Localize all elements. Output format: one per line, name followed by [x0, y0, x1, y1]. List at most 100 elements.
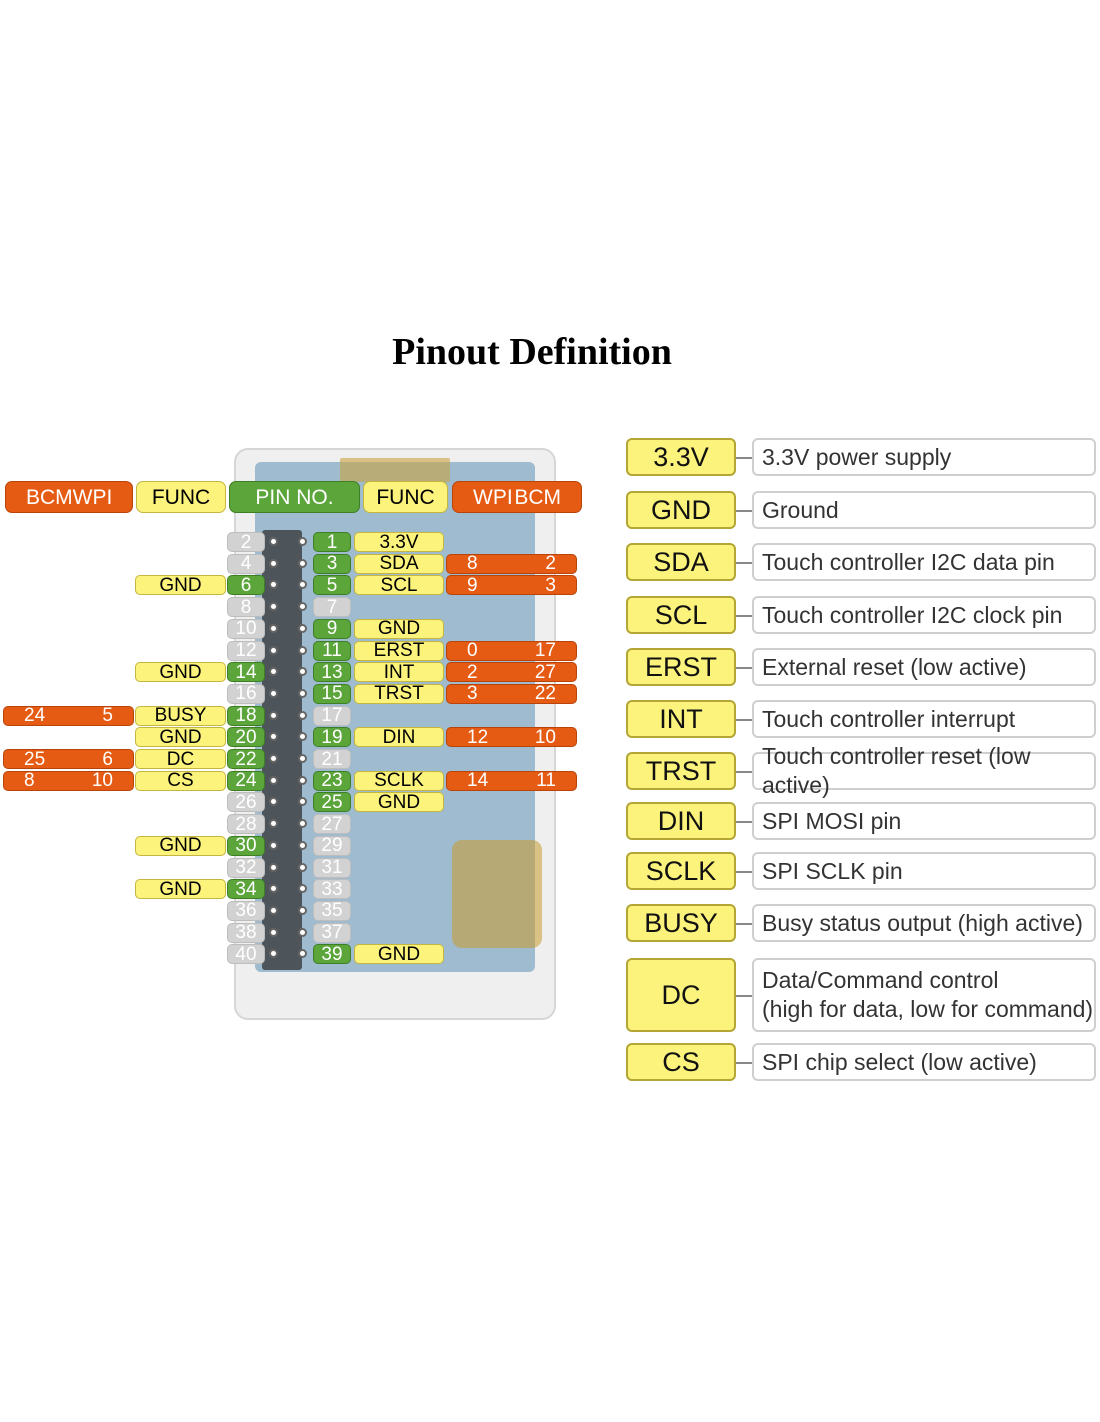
pin-ring-icon — [269, 949, 278, 959]
header-left-wpi: WPI — [72, 485, 113, 509]
pin-ring-icon — [298, 710, 307, 720]
func-even: BUSY — [135, 705, 226, 726]
legend-label: CS — [626, 1043, 736, 1081]
wpi-value: 0 — [467, 640, 478, 661]
bcm-value: 25 — [24, 748, 46, 770]
pin-number-even: 32 — [227, 857, 265, 878]
bcm-value: 24 — [24, 705, 46, 727]
pin-ring-icon — [269, 840, 278, 850]
bcm-value: 8 — [24, 770, 35, 792]
pin-ring-icon — [269, 884, 278, 894]
func-odd: SCLK — [354, 770, 444, 791]
pin-ring-icon — [298, 840, 307, 850]
pin-number-odd: 25 — [313, 792, 351, 813]
pin-number-even: 24 — [227, 770, 265, 791]
pin-ring-icon — [298, 688, 307, 698]
wpi-value: 3 — [467, 683, 478, 705]
pin-ring-icon — [269, 927, 278, 937]
bcm-value: 11 — [536, 770, 556, 792]
bcm-wpi-even: 25 6 — [3, 749, 134, 769]
pin-ring-icon — [269, 905, 278, 915]
pin-number-odd: 3 — [313, 553, 351, 574]
pin-number-even: 6 — [227, 575, 265, 596]
header-right-bcm: BCM — [514, 485, 561, 509]
pin-number-even: 34 — [227, 879, 265, 900]
bcm-value: 3 — [545, 574, 556, 596]
legend-label: DIN — [626, 802, 736, 840]
func-even: GND — [135, 662, 226, 683]
legend-description: Touch controller I2C clock pin — [752, 596, 1096, 634]
wpi-value: 8 — [467, 553, 478, 575]
legend-connector — [736, 667, 752, 669]
pin-number-odd: 33 — [313, 879, 351, 900]
legend-label: SDA — [626, 543, 736, 581]
legend-label: DC — [626, 958, 736, 1032]
header-right-wpi: WPI — [473, 485, 513, 509]
pin-ring-icon — [269, 558, 278, 568]
wpi-value: 5 — [102, 705, 113, 727]
pin-ring-icon — [269, 645, 278, 655]
func-even: GND — [135, 879, 226, 900]
pin-ring-icon — [298, 580, 307, 590]
pin-ring-icon — [298, 537, 307, 546]
legend-connector — [736, 510, 752, 512]
pin-number-odd: 7 — [313, 597, 351, 618]
pin-ring-icon — [298, 927, 307, 937]
wpi-bcm-odd: 3 22 — [446, 683, 577, 705]
func-even: GND — [135, 835, 226, 856]
legend-description: 3.3V power supply — [752, 438, 1096, 476]
pin-ring-icon — [269, 754, 278, 763]
pin-number-even: 26 — [227, 792, 265, 813]
pin-ring-icon — [269, 623, 278, 633]
pin-number-even: 8 — [227, 597, 265, 618]
pin-number-even: 16 — [227, 683, 265, 704]
legend-description: Touch controller reset (low active) — [752, 743, 1096, 798]
pin-ring-icon — [269, 667, 278, 677]
pin-number-even: 2 — [227, 532, 265, 552]
pin-number-odd: 21 — [313, 749, 351, 769]
bcm-value: 2 — [545, 553, 556, 575]
bcm-value: 10 — [534, 726, 556, 748]
header-left-bcm-wpi: BCM WPI — [5, 481, 133, 513]
wpi-value: 10 — [91, 770, 113, 792]
pin-ring-icon — [269, 862, 278, 872]
pin-number-odd: 37 — [313, 922, 351, 943]
pin-ring-icon — [269, 732, 278, 742]
func-odd: GND — [354, 618, 444, 639]
pin-number-odd: 29 — [313, 835, 351, 856]
legend-connector — [736, 1062, 752, 1064]
legend-label: SCL — [626, 596, 736, 634]
bcm-value: 22 — [534, 683, 556, 705]
pin-number-odd: 19 — [313, 727, 351, 748]
pin-ring-icon — [298, 905, 307, 915]
pin-ring-icon — [269, 688, 278, 698]
pin-ring-icon — [269, 537, 278, 546]
board-chip — [452, 840, 542, 948]
pin-number-even: 10 — [227, 618, 265, 639]
pin-number-even: 40 — [227, 944, 265, 965]
pin-ring-icon — [298, 732, 307, 742]
legend-label: TRST — [626, 752, 736, 790]
pin-number-odd: 39 — [313, 944, 351, 965]
func-even: DC — [135, 749, 226, 769]
pin-number-even: 38 — [227, 922, 265, 943]
pin-ring-icon — [269, 797, 278, 807]
pin-ring-icon — [298, 862, 307, 872]
pin-ring-icon — [298, 775, 307, 785]
header-pin-no: PIN NO. — [229, 481, 360, 513]
func-odd: ERST — [354, 640, 444, 661]
pin-number-even: 12 — [227, 640, 265, 661]
legend-label: INT — [626, 700, 736, 738]
legend-connector — [736, 615, 752, 617]
header-left-bcm: BCM — [26, 485, 73, 509]
pin-number-odd: 27 — [313, 814, 351, 835]
pin-number-even: 18 — [227, 705, 265, 726]
wpi-bcm-odd: 14 11 — [446, 770, 577, 792]
pin-number-even: 22 — [227, 749, 265, 769]
legend-connector — [736, 562, 752, 564]
legend-connector — [736, 719, 752, 721]
pin-number-odd: 9 — [313, 618, 351, 639]
pin-number-even: 14 — [227, 662, 265, 683]
wpi-value: 14 — [467, 770, 489, 792]
legend-description: Data/Command control (high for data, low… — [752, 958, 1096, 1032]
